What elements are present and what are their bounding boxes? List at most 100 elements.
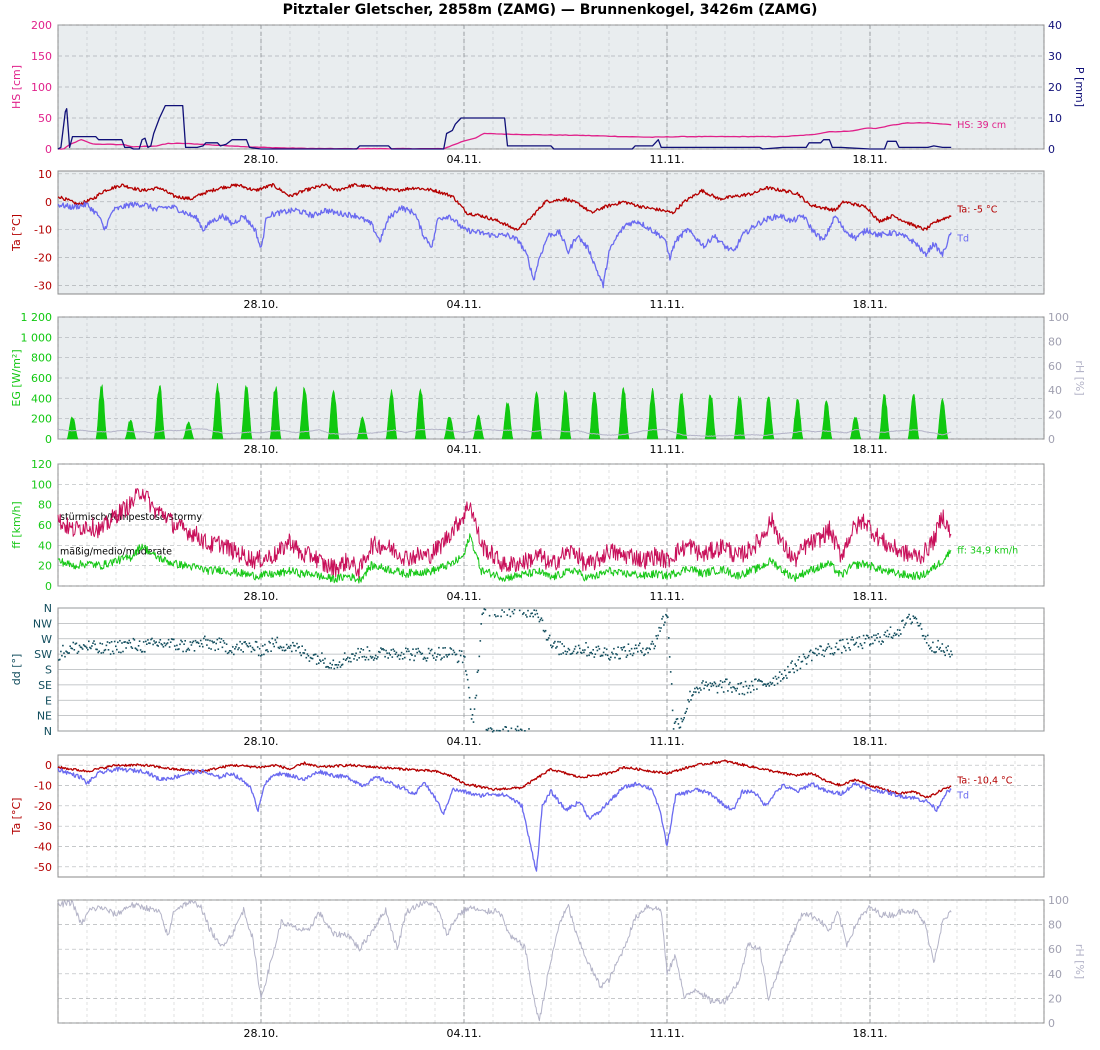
wind-direction-point — [678, 727, 681, 729]
wind-direction-point — [321, 652, 323, 654]
wind-direction-point — [134, 647, 137, 649]
wind-direction-point — [726, 678, 728, 681]
wind-direction-point — [142, 641, 145, 643]
wind-direction-point — [928, 644, 930, 647]
wind-direction-point — [378, 650, 380, 653]
wind-direction-point — [550, 644, 552, 647]
y-tick-label: 100 — [31, 478, 52, 491]
wind-direction-point — [219, 641, 222, 643]
wind-direction-point — [668, 656, 671, 658]
wind-direction-point — [771, 682, 774, 684]
wind-direction-point — [629, 653, 632, 655]
wind-direction-point — [237, 648, 239, 651]
y2-tick-label: 80 — [1048, 335, 1062, 348]
wind-direction-point — [837, 648, 840, 651]
wind-direction-point — [768, 685, 771, 687]
wind-direction-point — [60, 650, 62, 653]
wind-direction-point — [169, 641, 172, 643]
wind-direction-point — [355, 652, 357, 655]
wind-direction-point — [261, 654, 263, 656]
wind-direction-point — [384, 655, 386, 658]
wind-direction-point — [408, 650, 410, 653]
wind-direction-point — [876, 637, 878, 639]
wind-direction-point — [820, 645, 822, 648]
y-tick-label: N — [44, 725, 52, 738]
wind-direction-point — [784, 669, 786, 672]
wind-direction-point — [598, 648, 601, 650]
wind-direction-point — [220, 638, 223, 640]
wind-direction-point — [646, 647, 648, 649]
wind-direction-point — [231, 651, 233, 654]
y-tick-label: -30 — [34, 820, 52, 833]
x-tick-label: 04.11. — [447, 590, 482, 603]
wind-direction-point — [174, 645, 176, 647]
wind-direction-point — [226, 652, 229, 655]
wind-direction-point — [730, 686, 732, 689]
wind-direction-point — [785, 674, 787, 677]
wind-direction-point — [662, 615, 664, 618]
wind-direction-point — [487, 727, 490, 730]
wind-direction-point — [523, 612, 525, 614]
wind-direction-point — [541, 619, 544, 622]
wind-direction-point — [639, 642, 641, 645]
wind-direction-point — [334, 664, 337, 666]
radiation-spike — [385, 389, 398, 440]
wind-direction-point — [714, 682, 717, 685]
wind-direction-point — [216, 638, 219, 641]
wind-direction-point — [894, 634, 897, 636]
wind-direction-point — [429, 649, 432, 652]
wind-direction-point — [80, 646, 83, 649]
y2-tick-label: 20 — [1048, 81, 1062, 94]
wind-direction-point — [864, 638, 867, 640]
wind-direction-point — [677, 723, 680, 725]
series-line-gust — [57, 488, 952, 579]
wind-direction-point — [937, 639, 939, 642]
wind-direction-point — [471, 714, 474, 716]
wind-direction-point — [817, 648, 819, 651]
x-tick-label: 11.11. — [650, 153, 685, 166]
wind-direction-point — [745, 685, 748, 687]
wind-direction-point — [499, 730, 501, 732]
wind-direction-point — [531, 612, 533, 614]
wind-direction-point — [175, 648, 177, 651]
wind-direction-point — [906, 617, 908, 619]
wind-direction-point — [458, 649, 461, 652]
wind-direction-point — [94, 643, 96, 646]
wind-direction-point — [192, 640, 195, 643]
wind-direction-point — [466, 678, 469, 681]
wind-direction-point — [871, 636, 873, 638]
wind-direction-point — [416, 651, 418, 654]
wind-direction-point — [440, 658, 442, 661]
wind-direction-point — [132, 637, 135, 640]
wind-direction-point — [87, 648, 89, 651]
wind-direction-point — [107, 649, 110, 651]
wind-direction-point — [815, 647, 817, 650]
y-tick-label: 120 — [31, 458, 52, 471]
wind-direction-point — [699, 687, 701, 689]
wind-direction-point — [821, 654, 823, 656]
wind-direction-point — [929, 647, 931, 650]
wind-direction-point — [479, 640, 482, 642]
wind-direction-point — [949, 655, 951, 658]
wind-direction-point — [585, 642, 587, 644]
wind-direction-point — [689, 690, 691, 693]
wind-direction-point — [780, 673, 783, 675]
x-tick-label: 18.11. — [853, 1027, 888, 1040]
wind-direction-point — [350, 660, 352, 663]
wind-direction-point — [71, 647, 74, 650]
wind-direction-point — [456, 661, 459, 664]
wind-direction-point — [477, 669, 480, 672]
wind-direction-point — [267, 650, 269, 653]
wind-direction-point — [513, 609, 516, 611]
wind-direction-point — [624, 650, 627, 652]
wind-direction-point — [244, 641, 246, 643]
wind-direction-point — [308, 660, 311, 662]
wind-direction-point — [702, 680, 704, 682]
wind-direction-point — [424, 657, 427, 660]
wind-direction-point — [265, 649, 267, 652]
wind-direction-point — [581, 652, 583, 654]
wind-direction-point — [776, 682, 779, 685]
x-tick-label: 18.11. — [853, 735, 888, 748]
wind-direction-point — [848, 647, 850, 649]
wind-direction-point — [512, 612, 515, 615]
